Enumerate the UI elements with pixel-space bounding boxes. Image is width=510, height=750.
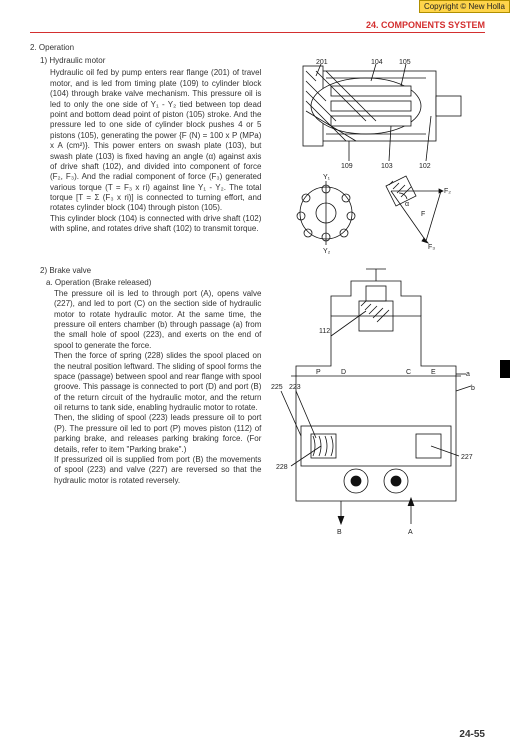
text-col-2: 2) Brake valve a. Operation (Brake relea… bbox=[30, 266, 261, 546]
label-P: P bbox=[316, 369, 321, 376]
label-A: A bbox=[408, 529, 413, 536]
callout-104: 104 bbox=[371, 59, 383, 66]
callout-227: 227 bbox=[461, 454, 473, 461]
page: Copyright © New Holla 24. COMPONENTS SYS… bbox=[0, 0, 510, 750]
para-2b: Then the force of spring (228) slides th… bbox=[54, 351, 261, 413]
para-2c: Then, the sliding of spool (223) leads p… bbox=[54, 413, 261, 455]
text-col-1: 1) Hydraulic motor Hydraulic oil fed by … bbox=[30, 56, 261, 256]
callout-103: 103 bbox=[381, 163, 393, 170]
section-2: 2) Brake valve a. Operation (Brake relea… bbox=[30, 266, 485, 546]
callout-228: 228 bbox=[276, 464, 288, 471]
section-header: 24. COMPONENTS SYSTEM bbox=[30, 20, 485, 30]
para-1a: Hydraulic oil fed by pump enters rear fl… bbox=[50, 68, 261, 213]
label-f3: F₃ bbox=[428, 244, 435, 251]
callout-201: 201 bbox=[316, 59, 328, 66]
label-a: a bbox=[466, 371, 470, 378]
callout-102: 102 bbox=[419, 163, 431, 170]
callout-109: 109 bbox=[341, 163, 353, 170]
heading-brake-valve: 2) Brake valve bbox=[40, 266, 261, 276]
callout-112: 112 bbox=[319, 328, 330, 335]
label-alpha: α bbox=[405, 201, 409, 208]
label-f: F bbox=[421, 211, 425, 218]
figure-motor-section: 201 104 105 109 103 102 bbox=[271, 56, 476, 171]
section-1: 1) Hydraulic motor Hydraulic oil fed by … bbox=[30, 56, 485, 256]
figure-1-col: 201 104 105 109 103 102 bbox=[271, 56, 485, 256]
label-D: D bbox=[341, 369, 346, 376]
callout-223: 223 bbox=[289, 384, 301, 391]
label-b: b bbox=[471, 385, 475, 392]
figure-force-diagram: Y₁ Y₂ F₂ F F₃ α bbox=[271, 171, 476, 256]
label-y2: Y₂ bbox=[323, 248, 331, 255]
label-B: B bbox=[337, 529, 342, 536]
para-2a: The pressure oil is led to through port … bbox=[54, 289, 261, 351]
callout-105: 105 bbox=[399, 59, 411, 66]
figure-brake-valve: 112 225 223 228 227 a b P D C E B A bbox=[271, 266, 476, 546]
label-f2: F₂ bbox=[444, 188, 451, 195]
callout-225: 225 bbox=[271, 384, 283, 391]
label-y1: Y₁ bbox=[323, 174, 331, 181]
para-2d: If pressurized oil is supplied from port… bbox=[54, 455, 261, 486]
label-E: E bbox=[431, 369, 436, 376]
heading-hydraulic-motor: 1) Hydraulic motor bbox=[40, 56, 261, 66]
page-number: 24-55 bbox=[459, 729, 485, 740]
side-tab bbox=[500, 360, 510, 378]
figure-3-col: 112 225 223 228 227 a b P D C E B A bbox=[271, 266, 485, 546]
heading-brake-released: a. Operation (Brake released) bbox=[46, 278, 261, 288]
red-rule bbox=[30, 32, 485, 33]
para-1b: This cylinder block (104) is connected w… bbox=[50, 214, 261, 235]
copyright-tab: Copyright © New Holla bbox=[419, 0, 510, 13]
heading-operation: 2. Operation bbox=[30, 43, 485, 52]
label-C: C bbox=[406, 369, 411, 376]
